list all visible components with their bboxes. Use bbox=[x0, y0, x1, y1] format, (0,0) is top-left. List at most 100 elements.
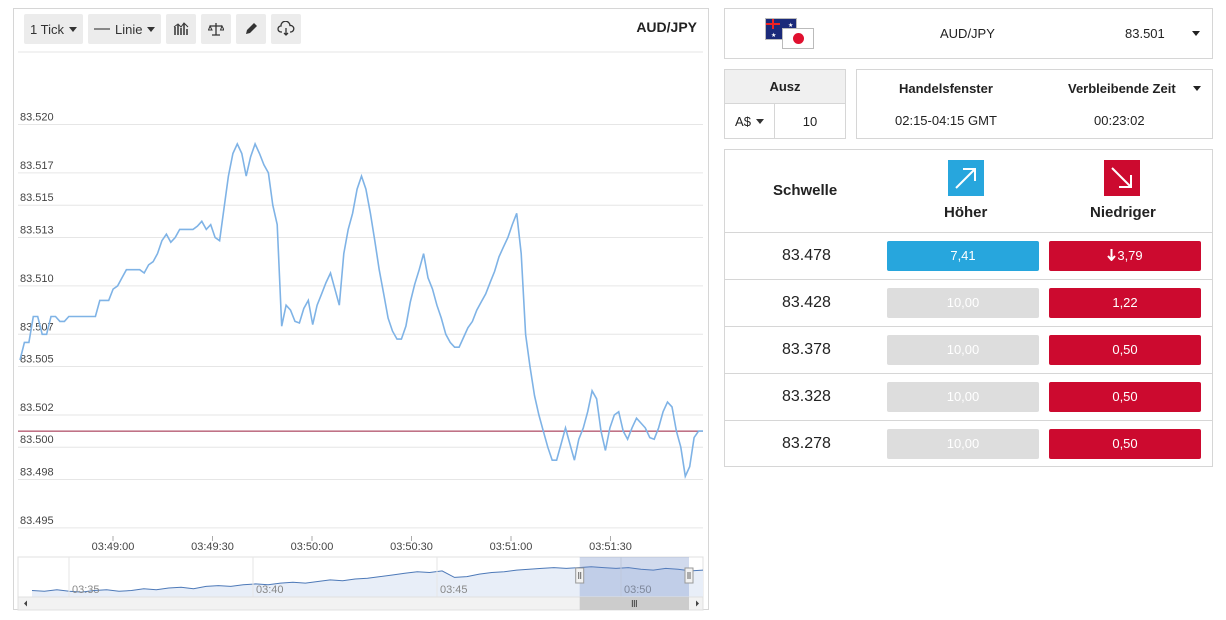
x-tick-label: 03:49:30 bbox=[191, 541, 234, 553]
price-chart[interactable]: 83.520 83.517 83.515 83.513 83.510 83.507 83.5… bbox=[14, 9, 708, 554]
navigator-tick-label: 03:50 bbox=[624, 584, 652, 596]
lower-price: 1,22 bbox=[1112, 295, 1138, 310]
chart-navigator[interactable]: 03:35 03:40 03:45 03:50 bbox=[14, 9, 708, 611]
y-tick-label: 83.515 bbox=[20, 192, 54, 204]
buy-lower-button[interactable]: 0,50 bbox=[1049, 335, 1201, 365]
balance-icon bbox=[208, 23, 225, 36]
chart-toolbar: 1 Tick Linie bbox=[24, 14, 302, 44]
pencil-icon bbox=[246, 23, 258, 34]
strike-table: Schwelle Höher Niedriger 83.478 7,41 3,7… bbox=[724, 149, 1213, 467]
buy-higher-button[interactable]: 10,00 bbox=[887, 288, 1039, 318]
compare-button[interactable] bbox=[201, 14, 232, 44]
trading-window-box: Handelsfenster 02:15-04:15 GMT Verbleibe… bbox=[856, 69, 1213, 139]
strike-value: 83.428 bbox=[782, 294, 831, 311]
asset-selector[interactable]: ★ ★ ★ AUD/JPY 83.501 bbox=[724, 8, 1213, 59]
asset-price: 83.501 bbox=[1125, 26, 1165, 41]
price-series-line bbox=[19, 141, 703, 480]
draw-button[interactable] bbox=[236, 14, 267, 44]
column-header-threshold: Schwelle bbox=[773, 182, 838, 199]
buy-higher-button[interactable]: 10,00 bbox=[887, 382, 1039, 412]
higher-price: 10,00 bbox=[946, 389, 980, 404]
chevron-down-icon bbox=[755, 118, 764, 124]
line-type-icon bbox=[93, 28, 110, 30]
table-row: 83.328 10,00 0,50 bbox=[725, 374, 1212, 421]
strike-value: 83.478 bbox=[782, 247, 831, 264]
indicators-button[interactable] bbox=[166, 14, 197, 44]
tick-interval-dropdown[interactable]: 1 Tick bbox=[24, 14, 83, 44]
y-tick-label: 83.510 bbox=[20, 273, 54, 285]
buy-lower-button[interactable]: 0,50 bbox=[1049, 429, 1201, 459]
scroll-left-icon[interactable] bbox=[24, 600, 27, 607]
buy-higher-button[interactable]: 7,41 bbox=[887, 241, 1039, 271]
chart-type-dropdown[interactable]: Linie bbox=[87, 14, 162, 44]
currency-label: A$ bbox=[735, 113, 751, 129]
y-tick-label: 83.500 bbox=[20, 434, 54, 446]
y-tick-label: 83.517 bbox=[20, 160, 54, 172]
payout-box: Ausz A$ bbox=[724, 69, 846, 139]
remaining-time-label[interactable]: Verbleibende Zeit bbox=[1068, 81, 1176, 96]
buy-lower-button[interactable]: 0,50 bbox=[1049, 382, 1201, 412]
x-tick-label: 03:51:30 bbox=[589, 541, 632, 553]
trading-window-label: Handelsfenster bbox=[899, 81, 993, 96]
buy-higher-button[interactable]: 10,00 bbox=[887, 429, 1039, 459]
chart-title: AUD/JPY bbox=[636, 19, 697, 35]
strike-table-header: Schwelle Höher Niedriger bbox=[725, 150, 1212, 233]
navigator-scrollbar-track bbox=[17, 596, 704, 611]
y-tick-label: 83.502 bbox=[20, 402, 54, 414]
navigator-series-line bbox=[31, 566, 704, 593]
lower-price: 0,50 bbox=[1112, 342, 1138, 357]
navigator-handle[interactable] bbox=[684, 567, 694, 584]
buy-lower-button[interactable]: 1,22 bbox=[1049, 288, 1201, 318]
table-row: 83.478 7,41 3,79 bbox=[725, 233, 1212, 280]
currency-select[interactable]: A$ bbox=[725, 104, 775, 138]
y-tick-label: 83.495 bbox=[20, 515, 54, 527]
table-row: 83.428 10,00 1,22 bbox=[725, 280, 1212, 327]
amount-input[interactable] bbox=[775, 104, 845, 138]
arrow-down-icon bbox=[1107, 249, 1117, 262]
lower-price: 0,50 bbox=[1112, 436, 1138, 451]
chevron-down-icon bbox=[68, 26, 77, 32]
x-tick-label: 03:51:00 bbox=[490, 541, 533, 553]
y-tick-label: 83.505 bbox=[20, 354, 54, 366]
buy-higher-button[interactable]: 10,00 bbox=[887, 335, 1039, 365]
remaining-time-value: 00:23:02 bbox=[1094, 113, 1145, 128]
column-header-lower: Niedriger bbox=[1090, 204, 1156, 221]
higher-price: 10,00 bbox=[946, 295, 980, 310]
chevron-down-icon bbox=[147, 26, 156, 32]
asset-name: AUD/JPY bbox=[940, 26, 995, 41]
japan-flag-icon bbox=[782, 28, 814, 49]
payout-label: Ausz bbox=[725, 70, 845, 104]
y-tick-label: 83.507 bbox=[20, 321, 54, 333]
scroll-right-icon[interactable] bbox=[696, 600, 699, 607]
strike-value: 83.328 bbox=[782, 388, 831, 405]
arrow-down-right-icon bbox=[1104, 160, 1140, 196]
higher-price: 7,41 bbox=[950, 248, 976, 263]
indicator-icon bbox=[174, 22, 189, 35]
chevron-down-icon[interactable] bbox=[1192, 31, 1200, 36]
currency-flags: ★ ★ ★ bbox=[765, 18, 815, 50]
higher-price: 10,00 bbox=[946, 436, 980, 451]
y-tick-label: 83.513 bbox=[20, 224, 54, 236]
table-row: 83.378 10,00 0,50 bbox=[725, 327, 1212, 374]
table-row: 83.278 10,00 0,50 bbox=[725, 421, 1212, 468]
navigator-tick-label: 03:45 bbox=[440, 584, 468, 596]
chart-panel: 1 Tick Linie AUD/JPY 83.520 83.517 83.515 8… bbox=[13, 8, 709, 611]
lower-price: 3,79 bbox=[1117, 248, 1143, 263]
arrow-up-right-icon bbox=[948, 160, 984, 196]
navigator-tick-label: 03:35 bbox=[72, 584, 100, 596]
navigator-tick-label: 03:40 bbox=[256, 584, 284, 596]
chevron-down-icon[interactable] bbox=[1193, 86, 1201, 91]
x-tick-label: 03:50:00 bbox=[291, 541, 334, 553]
lower-price: 0,50 bbox=[1112, 389, 1138, 404]
buy-lower-button[interactable]: 3,79 bbox=[1049, 241, 1201, 271]
trading-window-value: 02:15-04:15 GMT bbox=[895, 113, 997, 128]
cloud-download-icon bbox=[277, 21, 295, 36]
navigator-handle[interactable] bbox=[575, 567, 585, 584]
download-button[interactable] bbox=[271, 14, 302, 44]
y-tick-label: 83.498 bbox=[20, 467, 54, 479]
x-tick-label: 03:50:30 bbox=[390, 541, 433, 553]
x-tick-label: 03:49:00 bbox=[92, 541, 135, 553]
y-tick-label: 83.520 bbox=[20, 112, 54, 124]
navigator-area-fill bbox=[32, 566, 703, 597]
strike-value: 83.278 bbox=[782, 435, 831, 452]
